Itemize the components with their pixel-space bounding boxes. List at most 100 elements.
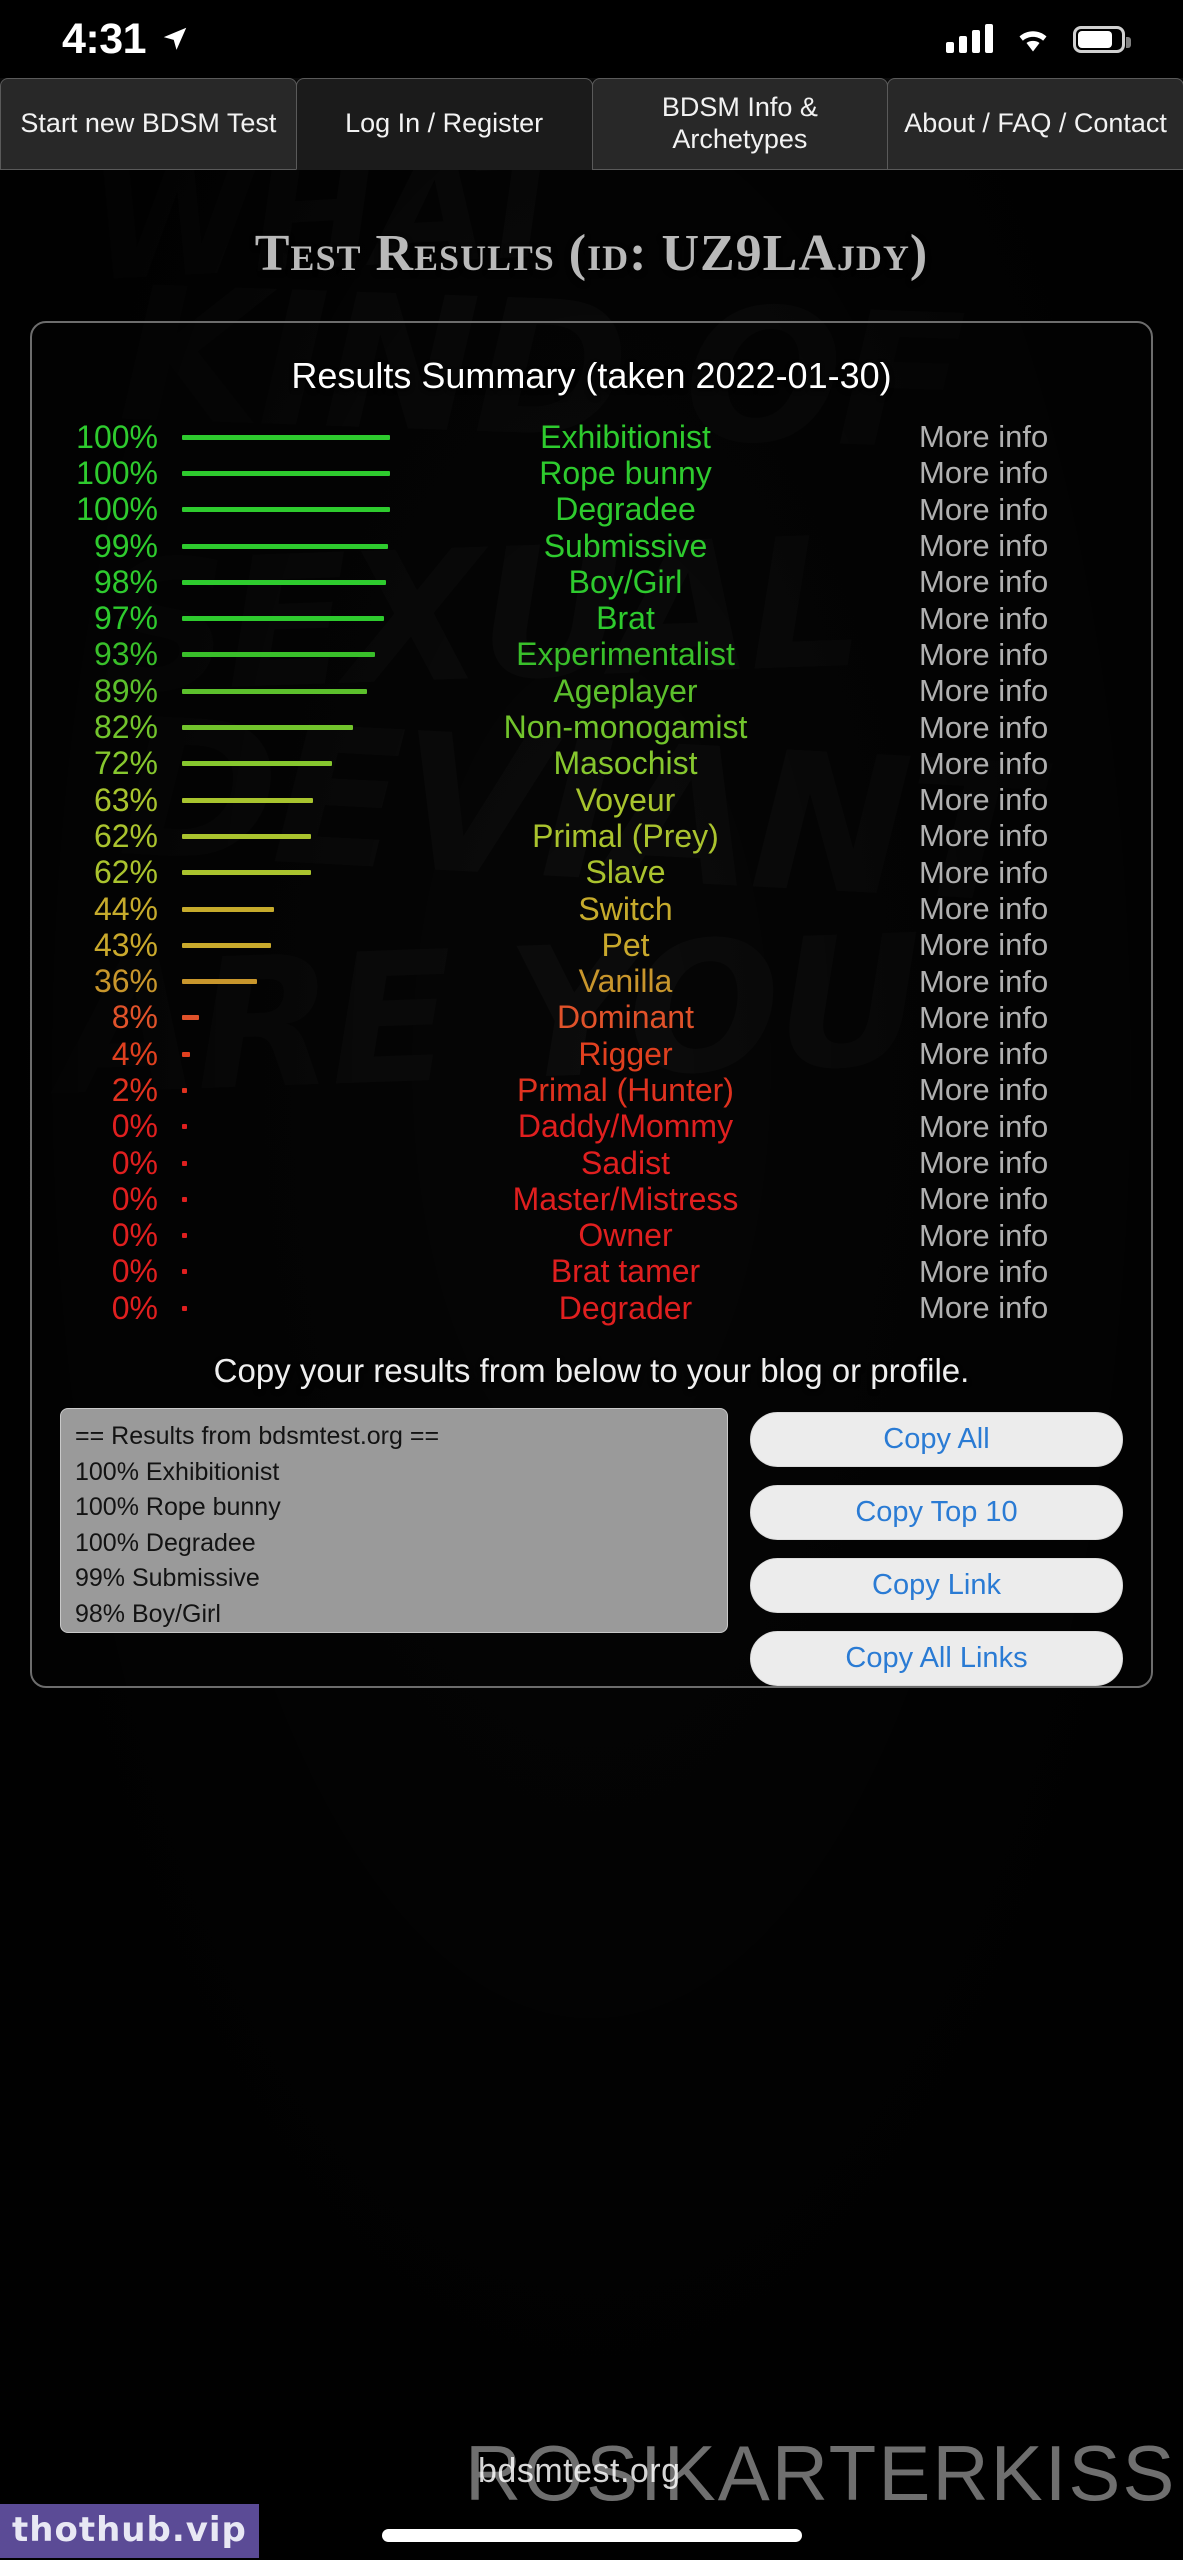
home-indicator[interactable] [381, 2529, 802, 2542]
wifi-icon [1019, 30, 1047, 51]
result-percent: 43% [93, 926, 158, 963]
more-info-link[interactable]: More info [919, 1217, 1049, 1253]
result-bar-track [164, 942, 390, 948]
more-info-link[interactable]: More info [919, 818, 1049, 854]
result-label: Non-monogamist [503, 709, 748, 746]
copy-section: == Results from bdsmtest.org == 100% Exh… [32, 1408, 1151, 1687]
result-row: 4% Rigger More info [46, 1036, 1137, 1072]
result-bar-track [164, 797, 390, 803]
cellular-bars-icon [946, 24, 993, 53]
result-percent: 4% [111, 1035, 158, 1072]
result-row: 98% Boy/Girl More info [46, 564, 1137, 600]
result-row: 0% Brat tamer More info [46, 1253, 1137, 1290]
result-percent: 8% [111, 999, 158, 1036]
result-label: Degrader [558, 1289, 693, 1326]
result-label: Rigger [578, 1035, 673, 1072]
result-bar-fill [182, 906, 274, 912]
result-bar-fill [182, 1015, 199, 1021]
status-bar-right [946, 24, 1131, 54]
more-info-link[interactable]: More info [919, 927, 1049, 963]
more-info-link[interactable]: More info [919, 1181, 1049, 1217]
copy-button[interactable]: Copy All Links [750, 1631, 1123, 1687]
result-bar-fill [182, 434, 390, 440]
more-info-link[interactable]: More info [919, 1108, 1049, 1144]
result-bar-track [164, 833, 390, 839]
result-percent: 82% [93, 709, 158, 746]
result-row: 0% Degrader More info [46, 1290, 1137, 1326]
copy-button[interactable]: Copy Link [750, 1558, 1123, 1614]
more-info-link[interactable]: More info [919, 419, 1049, 455]
result-row: 0% Owner More info [46, 1217, 1137, 1254]
status-bar: 4:31 [0, 0, 1183, 78]
result-row: 93% Experimentalist More info [46, 636, 1137, 673]
result-percent: 2% [111, 1072, 158, 1108]
result-row: 97% Brat More info [46, 600, 1137, 636]
result-bar-fill [182, 688, 368, 694]
result-row: 0% Sadist More info [46, 1145, 1137, 1181]
more-info-link[interactable]: More info [919, 600, 1049, 636]
copy-button[interactable]: Copy All [750, 1412, 1123, 1468]
result-bar-fill [182, 797, 314, 803]
result-bar-track [164, 870, 390, 876]
more-info-link[interactable]: More info [919, 636, 1049, 672]
result-bar-track [164, 470, 390, 476]
result-bar-track [164, 725, 390, 731]
more-info-link[interactable]: More info [919, 455, 1049, 491]
more-info-link[interactable]: More info [919, 1036, 1049, 1072]
result-percent: 100% [76, 454, 158, 491]
result-percent: 100% [76, 491, 158, 528]
result-row: 36% Vanilla More info [46, 963, 1137, 999]
more-info-link[interactable]: More info [919, 1290, 1049, 1326]
result-bar-fill [182, 616, 384, 622]
nav-tab-start-new[interactable]: Start new BDSM Test [0, 78, 297, 170]
more-info-link[interactable]: More info [919, 564, 1049, 600]
result-bar-track [164, 979, 390, 985]
nav-tab-login-register[interactable]: Log In / Register [295, 78, 593, 170]
more-info-link[interactable]: More info [919, 891, 1049, 926]
result-bar-fill [182, 725, 353, 731]
more-info-link[interactable]: More info [919, 673, 1049, 709]
result-row: 82% Non-monogamist More info [46, 709, 1137, 745]
more-info-link[interactable]: More info [919, 528, 1049, 564]
result-percent: 62% [93, 817, 158, 854]
result-percent: 98% [93, 563, 158, 600]
more-info-link[interactable]: More info [919, 999, 1049, 1035]
result-row: 43% Pet More info [46, 927, 1137, 963]
watermark-username: ROSIKARTERKISS [465, 2429, 1177, 2517]
result-label: Dominant [557, 999, 694, 1036]
result-row: 2% Primal (Hunter) More info [46, 1072, 1137, 1108]
result-bar-fill [182, 761, 332, 767]
result-bar-fill [182, 1087, 187, 1093]
more-info-link[interactable]: More info [919, 782, 1049, 818]
result-row: 89% Ageplayer More info [46, 673, 1137, 709]
more-info-link[interactable]: More info [919, 1253, 1049, 1289]
more-info-link[interactable]: More info [919, 1072, 1049, 1108]
results-textarea[interactable]: == Results from bdsmtest.org == 100% Exh… [60, 1408, 728, 1634]
nav-tab-about-faq[interactable]: About / FAQ / Contact [887, 78, 1183, 170]
result-label: Pet [601, 926, 650, 963]
more-info-link[interactable]: More info [919, 745, 1049, 781]
result-bar-track [164, 1160, 390, 1166]
more-info-link[interactable]: More info [919, 854, 1049, 890]
result-label: Experimentalist [516, 636, 735, 673]
status-time: 4:31 [62, 14, 147, 63]
background-vignette [0, 170, 1183, 2410]
more-info-link[interactable]: More info [919, 491, 1049, 527]
copy-button[interactable]: Copy Top 10 [750, 1485, 1123, 1541]
footer-watermarks: ROSIKARTERKISS bdsmtest.org thothub.vip [0, 2410, 1183, 2560]
more-info-link[interactable]: More info [919, 709, 1049, 745]
result-bar-fill [182, 942, 272, 948]
result-bar-track [164, 1051, 390, 1057]
more-info-link[interactable]: More info [919, 1145, 1049, 1181]
result-bar-track [164, 761, 390, 767]
result-label: Voyeur [575, 781, 676, 818]
result-label: Ageplayer [553, 672, 698, 709]
result-bar-fill [182, 1269, 187, 1275]
result-row: 62% Primal (Prey) More info [46, 818, 1137, 854]
more-info-link[interactable]: More info [919, 963, 1049, 999]
result-row: 62% Slave More info [46, 854, 1137, 891]
nav-tab-bdsm-info[interactable]: BDSM Info & Archetypes [591, 78, 889, 170]
result-bar-fill [182, 1196, 187, 1202]
result-bar-fill [182, 507, 390, 513]
result-row: 72% Masochist More info [46, 745, 1137, 782]
